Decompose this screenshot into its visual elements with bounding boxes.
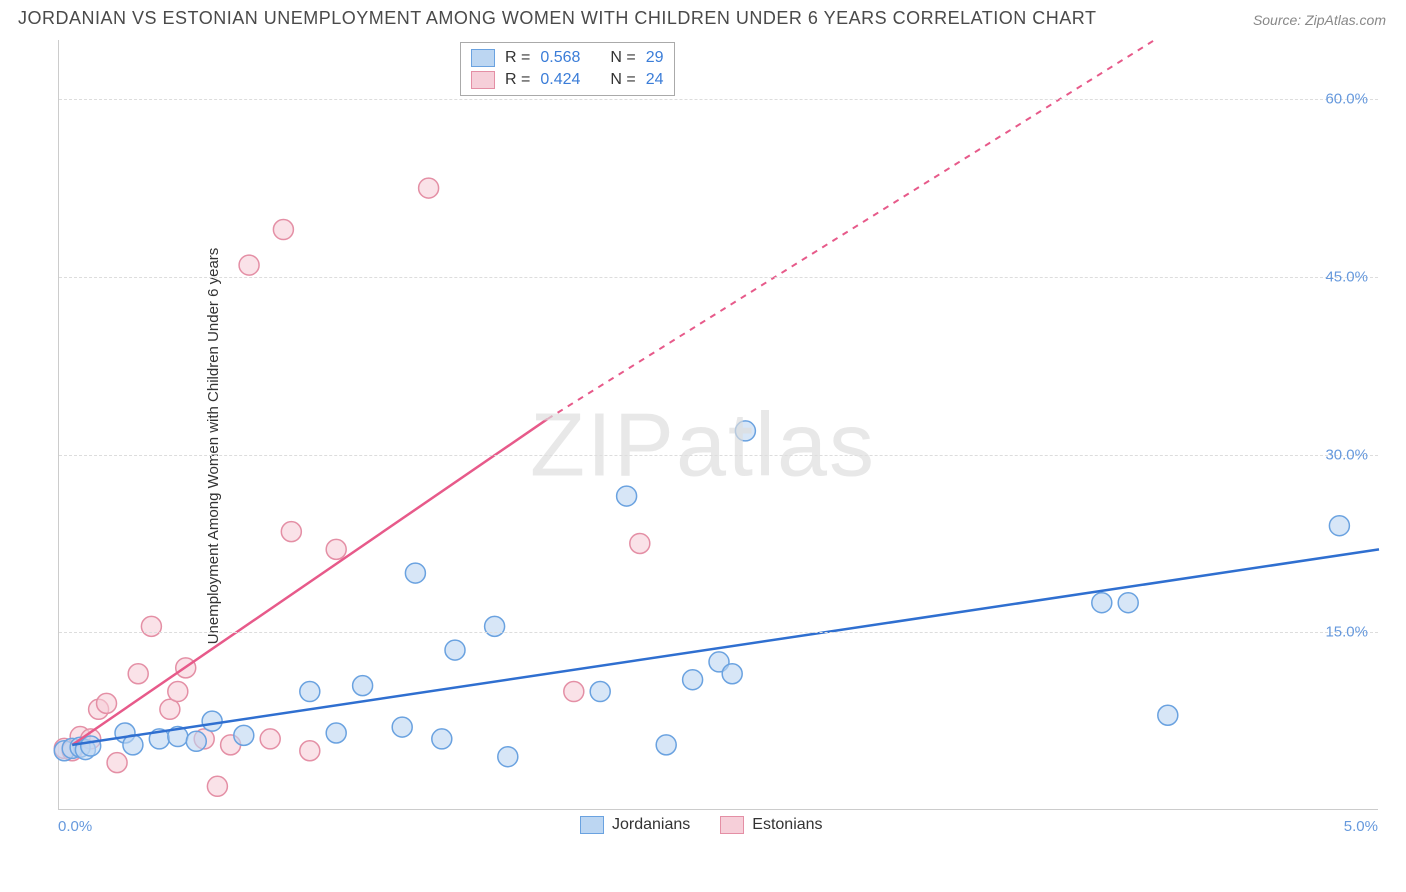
source-credit: Source: ZipAtlas.com (1253, 12, 1386, 28)
gridline (59, 455, 1378, 456)
legend-n-label: N = (610, 71, 635, 89)
gridline (59, 277, 1378, 278)
legend-n-value: 29 (646, 49, 664, 67)
legend-n-value: 24 (646, 71, 664, 89)
chart-plot-area: 15.0% 30.0% 45.0% 60.0% (58, 40, 1378, 810)
y-tick-label: 30.0% (1325, 446, 1368, 463)
legend-r-value: 0.424 (540, 71, 580, 89)
legend-swatch (720, 816, 744, 834)
y-tick-label: 15.0% (1325, 624, 1368, 641)
x-tick-max: 5.0% (1344, 818, 1378, 835)
gridline (59, 632, 1378, 633)
scatter-svg (59, 40, 1378, 809)
series-legend-label: Estonians (752, 816, 822, 834)
source-value: ZipAtlas.com (1305, 12, 1386, 28)
series-legend-item: Estonians (720, 816, 822, 834)
source-label: Source: (1253, 12, 1301, 28)
series-legend: Jordanians Estonians (580, 816, 823, 834)
chart-title: JORDANIAN VS ESTONIAN UNEMPLOYMENT AMONG… (18, 8, 1096, 29)
legend-r-value: 0.568 (540, 49, 580, 67)
series-legend-item: Jordanians (580, 816, 690, 834)
legend-r-label: R = (505, 49, 530, 67)
x-tick-min: 0.0% (58, 818, 92, 835)
legend-n-label: N = (610, 49, 635, 67)
y-tick-label: 45.0% (1325, 268, 1368, 285)
correlation-legend: R = 0.568 N = 29 R = 0.424 N = 24 (460, 42, 675, 96)
legend-r-label: R = (505, 71, 530, 89)
series-legend-label: Jordanians (612, 816, 690, 834)
y-tick-label: 60.0% (1325, 91, 1368, 108)
gridline (59, 99, 1378, 100)
legend-swatch (471, 71, 495, 89)
legend-swatch (471, 49, 495, 67)
legend-swatch (580, 816, 604, 834)
legend-row: R = 0.424 N = 24 (471, 69, 664, 91)
legend-row: R = 0.568 N = 29 (471, 47, 664, 69)
